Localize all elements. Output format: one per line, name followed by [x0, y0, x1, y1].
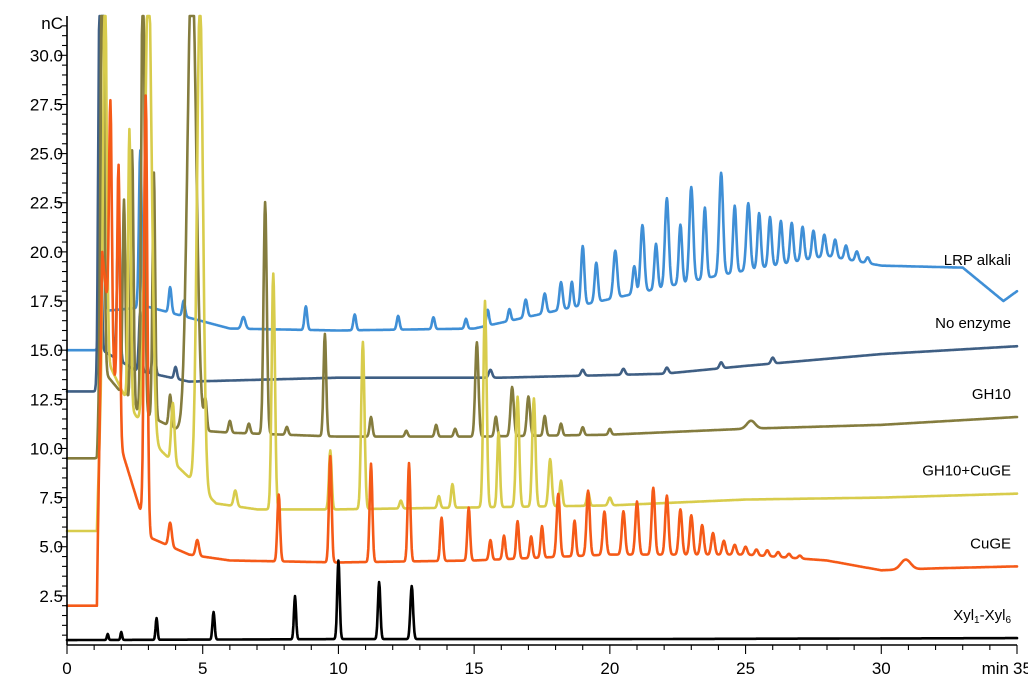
x-tick-label: 20: [600, 659, 619, 678]
x-tick-label: 25: [736, 659, 755, 678]
trace-no-enzyme: [65, 14, 1019, 393]
trace-group: [65, 14, 1019, 642]
trace-label: GH10+CuGE: [922, 463, 1011, 480]
trace-label: LRP alkali: [944, 252, 1011, 269]
trace-label: Xyl1-Xyl6: [953, 607, 1011, 626]
x-tick-label: 15: [465, 659, 484, 678]
trace-label-subscript: 6: [1005, 615, 1011, 626]
trace-label: GH10: [972, 386, 1011, 403]
trace-label-subscript: 1: [974, 615, 980, 626]
trace-cuge: [65, 94, 1019, 607]
y-tick-label: 2.5: [39, 587, 63, 606]
trace-label-group: LRP alkali No enzyme GH10 GH10+CuGE CuGE Xyl1…: [922, 252, 1011, 626]
y-tick-label: 27.5: [30, 95, 63, 114]
trace-label: CuGE: [970, 535, 1011, 552]
trace-xyl1-xyl6: [65, 559, 1019, 642]
y-tick-label: 12.5: [30, 390, 63, 409]
trace-gh10-cuge: [65, 14, 1019, 533]
y-tick-label: 30.0: [30, 46, 63, 65]
x-axis-unit-label: min: [982, 659, 1009, 678]
y-tick-label: 22.5: [30, 194, 63, 213]
x-tick-label: 5: [198, 659, 207, 678]
y-tick-label: 15.0: [30, 341, 63, 360]
trace-lrp-alkali: [65, 14, 1019, 352]
y-tick-label: 5.0: [39, 538, 63, 557]
x-tick-label: 35: [1013, 659, 1028, 678]
trace-label: No enzyme: [935, 315, 1011, 332]
trace-gh10: [65, 14, 1019, 460]
x-tick-label: 30: [872, 659, 891, 678]
y-tick-label: 10.0: [30, 439, 63, 458]
x-tick-label: 10: [329, 659, 348, 678]
y-tick-label: 17.5: [30, 292, 63, 311]
trace-label-main: Xyl: [953, 607, 974, 624]
y-tick-label: 7.5: [39, 489, 63, 508]
y-tick-label: 25.0: [30, 145, 63, 164]
y-axis-unit-label: nC: [41, 14, 63, 33]
trace-label-mid: -Xyl: [980, 607, 1006, 624]
x-tick-label: 0: [62, 659, 71, 678]
y-tick-label: 20.0: [30, 243, 63, 262]
